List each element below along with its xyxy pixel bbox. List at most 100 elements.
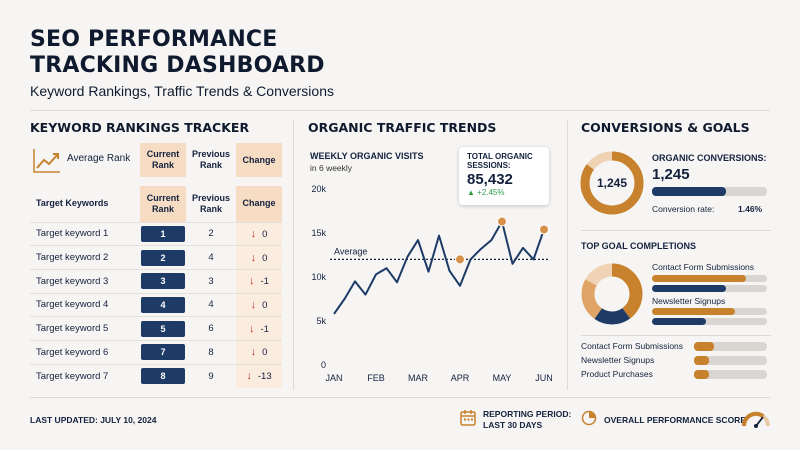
y-tick-label: 0 (321, 360, 326, 370)
goal-bar-newsletter-navy-fill (652, 318, 707, 325)
conversions-section-title: CONVERSIONS & GOALS (581, 120, 750, 135)
highlight-point (539, 224, 549, 235)
arrow-down-icon: ↓ (250, 346, 257, 359)
table-row: Target keyword 4 4 4 ↓ 0 (30, 292, 282, 317)
y-tick-label: 5k (316, 316, 326, 326)
trend-chart-icon (33, 149, 60, 173)
reporting-period: REPORTING PERIOD: LAST 30 DAYS (483, 409, 571, 431)
conversions-donut: 1,245 (580, 151, 644, 215)
goal-bar-newsletter-orange (652, 308, 767, 315)
keyword-name: Target keyword 6 (30, 339, 140, 365)
total-sessions-tooltip: TOTAL ORGANIC SESSIONS: 85,432 ▲ +2.45% (459, 147, 549, 205)
divider-right (567, 120, 568, 390)
organic-conversions-bar-fill (652, 187, 726, 196)
page-subtitle: Keyword Rankings, Traffic Trends & Conve… (30, 83, 334, 99)
goal-bar-contact-orange-fill (652, 275, 747, 282)
page-title-line1: SEO PERFORMANCE (30, 27, 278, 52)
x-tick-label: APR (451, 373, 470, 383)
rank-change-cell: ↓ -1 (236, 316, 282, 341)
rank-change-value: -1 (260, 276, 269, 288)
rank-change-cell: ↓ 0 (236, 292, 282, 317)
organic-conversions-bar (652, 187, 767, 196)
previous-rank: 9 (186, 363, 236, 388)
table-row: Target keyword 1 1 2 ↓ 0 (30, 221, 282, 246)
arrow-down-icon: ↓ (250, 227, 257, 240)
organic-conversions-value: 1,245 (652, 166, 690, 183)
keyword-section-title: KEYWORD RANKINGS TRACKER (30, 120, 250, 135)
current-rank-cell: 3 (140, 268, 186, 294)
series-line (333, 220, 545, 315)
col-header-change: Change (236, 186, 282, 222)
organic-conversions-label: ORGANIC CONVERSIONS: (652, 153, 767, 163)
small-goal-bar-newsletter-fill (694, 356, 709, 365)
y-tick-label: 20k (311, 184, 326, 194)
chart-subtitle: in 6 weekly (310, 163, 353, 173)
small-goal-bar-contact (694, 342, 767, 351)
divider-left (293, 120, 294, 390)
rank-change-value: -1 (260, 323, 269, 335)
current-rank-pill: 3 (141, 273, 185, 290)
x-tick-label: JAN (325, 373, 342, 383)
arrow-down-icon: ↓ (250, 298, 257, 311)
x-tick-label: MAR (408, 373, 429, 383)
col-header-previous: Previous Rank (191, 192, 231, 214)
previous-rank: 8 (186, 339, 236, 365)
current-rank-pill: 1 (141, 225, 185, 242)
keyword-name: Target keyword 4 (30, 292, 140, 317)
rank-change-value: -13 (257, 371, 272, 383)
small-goal-label-newsletter: Newsletter Signups (581, 355, 655, 365)
summary-current-header: Current Rank (140, 143, 186, 177)
rank-change-cell: ↓ -1 (236, 268, 282, 294)
small-goal-bar-contact-fill (694, 342, 714, 351)
page-title: SEO PERFORMANCE TRACKING DASHBOARD (30, 27, 410, 79)
summary-previous-header: Previous Rank (191, 149, 231, 170)
current-rank-pill: 4 (141, 296, 185, 313)
current-rank-pill: 2 (141, 249, 185, 266)
conversion-rate-label: Conversion rate: (652, 204, 715, 214)
current-rank-cell: 2 (140, 245, 186, 270)
traffic-line-chart: 0 5k 10k 15k 20k JAN FEB MAR APR MAY JUN Average (311, 184, 552, 383)
goals-divider (581, 335, 771, 336)
header-divider (30, 110, 770, 111)
traffic-section-title: ORGANIC TRAFFIC TRENDS (308, 120, 497, 135)
previous-rank: 4 (186, 292, 236, 317)
rank-change-cell: ↓ 0 (236, 339, 282, 365)
reporting-period-label: REPORTING PERIOD: (483, 409, 572, 419)
summary-change-header: Change (236, 143, 282, 177)
conversion-rate-value: 1.46% (738, 204, 763, 214)
y-tick-label: 10k (311, 272, 326, 282)
previous-rank: 6 (186, 316, 236, 341)
x-tick-label: MAY (493, 373, 512, 383)
small-goal-bar-newsletter (694, 356, 767, 365)
goal-bar-newsletter-orange-fill (652, 308, 735, 315)
arrow-down-icon: ↓ (249, 275, 255, 288)
top-goals-title: TOP GOAL COMPLETIONS (581, 241, 697, 251)
current-rank-cell: 4 (140, 292, 186, 317)
last-updated: LAST UPDATED: JULY 10, 2024 (30, 415, 157, 425)
current-rank-pill: 8 (141, 368, 185, 385)
average-label: Average (334, 246, 367, 256)
y-tick-label: 15k (311, 228, 326, 238)
previous-rank: 2 (186, 221, 236, 246)
arrow-down-icon: ↓ (246, 370, 252, 383)
rank-change-cell: ↓ 0 (236, 221, 282, 246)
goal-label-contact: Contact Form Submissions (652, 262, 755, 272)
footer-divider (30, 397, 770, 398)
table-row: Target keyword 3 3 3 ↓ -1 (30, 268, 282, 294)
previous-rank: 3 (186, 268, 236, 294)
previous-rank: 4 (186, 245, 236, 270)
tooltip-change: ▲ +2.45% (467, 188, 505, 197)
calendar-icon (460, 410, 476, 426)
keyword-name: Target keyword 3 (30, 268, 140, 294)
small-goal-label-purchases: Product Purchases (581, 369, 653, 379)
rank-change-value: 0 (262, 252, 268, 264)
col-header-keyword: Target Keywords (36, 198, 109, 209)
reporting-period-value: LAST 30 DAYS (483, 420, 543, 430)
goal-bar-contact-navy-fill (652, 285, 726, 292)
goals-donut (581, 263, 643, 325)
pie-chart-icon (581, 410, 597, 426)
keyword-rankings-table: Target Keywords Current Rank Previous Ra… (30, 186, 282, 388)
gauge-icon (741, 411, 770, 428)
rank-change-value: 0 (262, 347, 268, 359)
arrow-down-icon: ↓ (249, 322, 255, 335)
